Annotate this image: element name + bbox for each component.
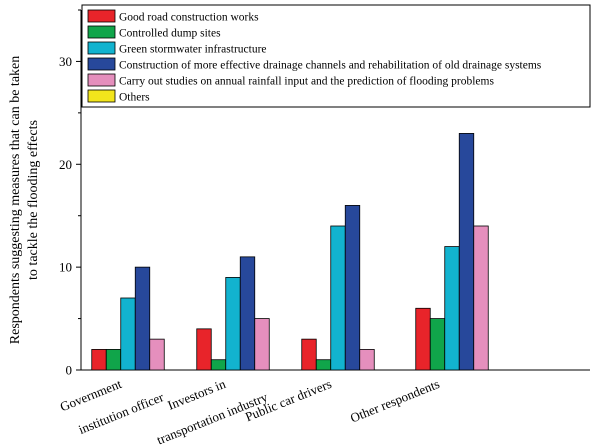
legend: Good road construction works Controlled d…	[81, 4, 591, 108]
bar	[330, 225, 346, 371]
y-tick-label: 10	[59, 260, 72, 275]
bar	[254, 318, 270, 371]
legend-swatch	[87, 25, 116, 39]
x-tick-label: Other respondents	[348, 376, 442, 425]
bar	[444, 246, 460, 371]
legend-label: Carry out studies on annual rainfall inp…	[119, 76, 494, 88]
bar	[301, 338, 317, 371]
bar	[210, 359, 227, 371]
y-tick-label: 20	[59, 157, 72, 172]
bar	[149, 338, 165, 371]
legend-label: Others	[119, 92, 150, 104]
y-axis-title-line: Respondents suggesting measures that can…	[8, 56, 23, 344]
legend-swatch	[87, 57, 116, 71]
x-tick-label: Investors intransportation industry	[144, 363, 270, 446]
y-axis-title: Respondents suggesting measures that can…	[8, 56, 41, 344]
bar	[458, 133, 475, 371]
legend-label: Construction of more effective drainage …	[119, 60, 542, 72]
bar	[359, 349, 375, 371]
y-tick-label: 0	[66, 363, 73, 378]
bar	[415, 307, 431, 371]
bar	[344, 205, 361, 371]
bar	[120, 297, 136, 371]
bar	[429, 318, 446, 371]
legend-box	[81, 4, 591, 108]
bar	[239, 256, 256, 371]
bar	[91, 349, 107, 371]
legend-swatch	[87, 73, 116, 87]
y-tick-label: 30	[59, 54, 72, 69]
legend-label: Controlled dump sites	[119, 28, 221, 40]
y-axis-title-line: to tackle the flooding effects	[26, 120, 41, 280]
x-tick-label-line: Other respondents	[348, 376, 442, 425]
bar	[225, 277, 241, 371]
legend-swatch	[87, 89, 116, 103]
chart-axes: 0 10 20 30	[59, 9, 590, 378]
legend-label: Good road construction works	[119, 12, 259, 24]
legend-label: Green stormwater infrastructure	[119, 44, 267, 56]
legend-swatch	[87, 9, 116, 23]
bar	[315, 359, 332, 371]
bar	[196, 328, 212, 371]
bar	[134, 266, 151, 371]
bars-group	[91, 133, 489, 371]
bar	[105, 349, 122, 371]
legend-swatch	[87, 41, 116, 55]
x-tick-label: Governmentinstitution officer	[58, 363, 167, 440]
x-tick-labels: Governmentinstitution officer Investors i…	[58, 363, 442, 446]
bar	[473, 225, 489, 371]
